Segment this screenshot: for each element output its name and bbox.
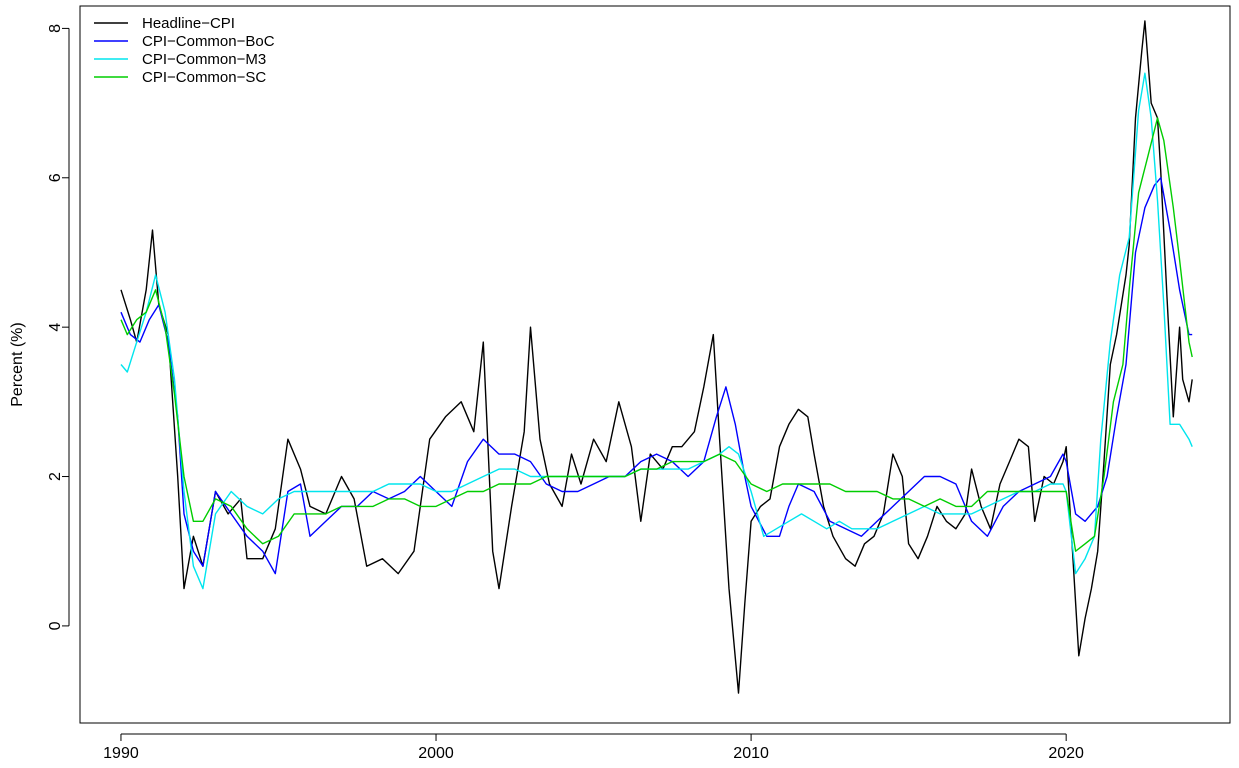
x-tick-label: 2020 <box>1048 745 1084 762</box>
legend-label: CPI−Common−M3 <box>142 51 266 68</box>
y-tick-label: 6 <box>47 173 64 182</box>
y-tick-label: 2 <box>47 472 64 481</box>
series-line-2 <box>120 177 1193 575</box>
y-axis-title: Percent (%) <box>9 322 26 406</box>
legend-label: CPI−Common−SC <box>142 69 266 86</box>
x-tick-label: 2000 <box>418 745 454 762</box>
y-axis: 0 2 4 6 8 <box>47 24 70 630</box>
y-tick-label: 0 <box>47 621 64 630</box>
x-tick-label: 2010 <box>733 745 769 762</box>
plot-frame <box>79 5 1231 724</box>
legend-label: CPI−Common−BoC <box>142 33 275 50</box>
series-line-4 <box>120 117 1193 552</box>
x-tick-label: 1990 <box>103 745 139 762</box>
series-line-1 <box>120 20 1193 694</box>
series-line-3 <box>120 72 1193 590</box>
series-layer <box>120 20 1193 694</box>
y-tick-label: 4 <box>47 323 64 332</box>
x-axis: 1990 2000 2010 2020 <box>103 733 1084 762</box>
y-tick-label: 8 <box>47 24 64 33</box>
legend-label: Headline−CPI <box>142 15 235 32</box>
legend: Headline−CPICPI−Common−BoCCPI−Common−M3C… <box>94 15 275 86</box>
